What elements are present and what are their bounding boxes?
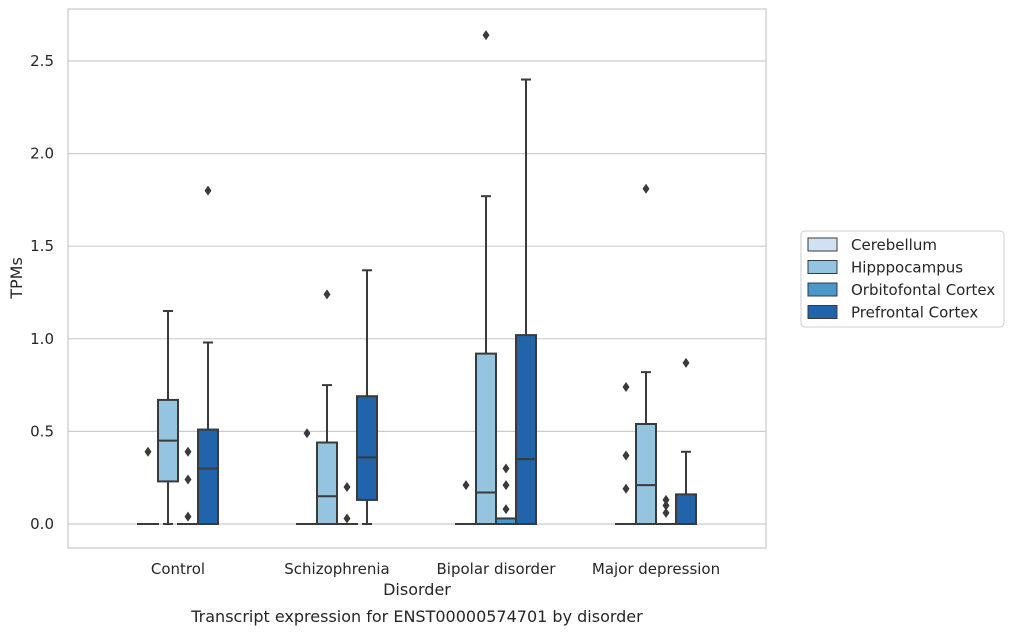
legend-label: Orbitofontal Cortex xyxy=(851,281,995,299)
outlier-point xyxy=(623,382,630,392)
legend-label: Prefrontal Cortex xyxy=(851,304,978,322)
legend-swatch xyxy=(808,283,837,296)
box-orbitofontal-cortex xyxy=(496,463,516,524)
outlier-point xyxy=(623,484,630,494)
y-tick-label: 0.5 xyxy=(30,422,54,440)
chart-caption: Transcript expression for ENST0000057470… xyxy=(190,607,643,626)
outlier-point xyxy=(324,289,331,299)
box-hipppocampus xyxy=(158,311,178,524)
outlier-point xyxy=(145,447,152,457)
legend-swatch xyxy=(808,238,837,251)
box-hipppocampus xyxy=(476,30,496,524)
x-tick-label: Control xyxy=(151,560,205,578)
box-cerebellum xyxy=(138,447,158,524)
iqr-box xyxy=(317,443,337,524)
box-prefrontal-cortex xyxy=(676,358,696,524)
outlier-point xyxy=(205,186,212,196)
iqr-box xyxy=(676,494,696,524)
box-cerebellum xyxy=(456,480,476,524)
x-tick-label: Major depression xyxy=(592,560,720,578)
x-tick-label: Bipolar disorder xyxy=(437,560,557,578)
plot-area xyxy=(138,30,696,524)
legend-swatch xyxy=(808,306,837,319)
y-tick-label: 1.5 xyxy=(30,237,54,255)
box-hipppocampus xyxy=(317,289,337,524)
outlier-point xyxy=(503,480,510,490)
outlier-point xyxy=(463,480,470,490)
outlier-point xyxy=(185,475,192,485)
iqr-box xyxy=(198,430,218,524)
outlier-point xyxy=(643,184,650,194)
box-hipppocampus xyxy=(636,184,656,524)
outlier-point xyxy=(304,428,311,438)
y-axis-label: TPMs xyxy=(7,257,26,300)
x-axis-ticks: Control Schizophrenia Bipolar disorder Majo… xyxy=(151,560,720,578)
box-cerebellum xyxy=(616,382,636,524)
iqr-box xyxy=(516,335,536,524)
y-tick-label: 1.0 xyxy=(30,330,54,348)
iqr-box xyxy=(476,354,496,524)
box-prefrontal-cortex xyxy=(516,80,536,524)
outlier-point xyxy=(344,482,351,492)
outlier-point xyxy=(344,513,351,523)
box-plot-chart: 0.0 0.5 1.0 1.5 2.0 2.5 Control Schizophrenia B… xyxy=(0,0,1014,634)
legend-label: Cerebellum xyxy=(851,236,937,254)
outlier-point xyxy=(503,463,510,473)
box-orbitofontal-cortex xyxy=(656,495,676,524)
outlier-point xyxy=(623,450,630,460)
outlier-point xyxy=(683,358,690,368)
box-cerebellum xyxy=(297,428,317,524)
y-tick-label: 2.5 xyxy=(30,52,54,70)
iqr-box xyxy=(636,424,656,524)
y-tick-label: 2.0 xyxy=(30,145,54,163)
y-tick-label: 0.0 xyxy=(30,515,54,533)
box-prefrontal-cortex xyxy=(198,186,218,524)
outlier-point xyxy=(503,504,510,514)
box-orbitofontal-cortex xyxy=(337,482,357,524)
x-tick-label: Schizophrenia xyxy=(284,560,389,578)
outlier-point xyxy=(185,447,192,457)
box-orbitofontal-cortex xyxy=(178,447,198,524)
legend-swatch xyxy=(808,261,837,274)
iqr-box xyxy=(357,396,377,500)
x-axis-label: Disorder xyxy=(383,580,451,599)
outlier-point xyxy=(663,508,670,518)
y-axis-ticks: 0.0 0.5 1.0 1.5 2.0 2.5 xyxy=(30,52,54,533)
outlier-point xyxy=(483,30,490,40)
box-prefrontal-cortex xyxy=(357,270,377,524)
legend: Cerebellum Hipppocampus Orbitofontal Corte… xyxy=(801,231,1004,327)
legend-label: Hipppocampus xyxy=(851,259,963,277)
outlier-point xyxy=(185,512,192,522)
